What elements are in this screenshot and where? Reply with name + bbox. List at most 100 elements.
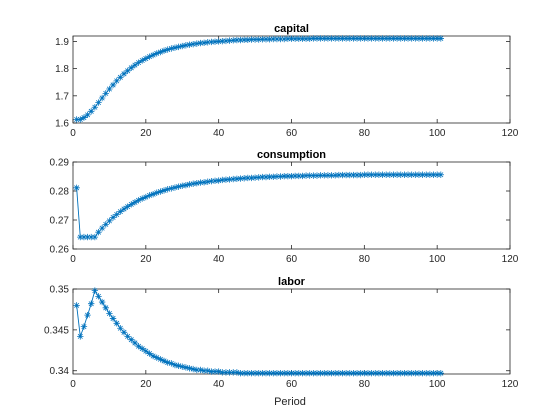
y-tick-label: 0.26 (50, 245, 70, 256)
data-point (230, 175, 237, 183)
data-point (273, 369, 281, 377)
data-point (372, 369, 379, 377)
data-point (382, 35, 390, 42)
data-point (357, 171, 364, 179)
data-point (295, 172, 302, 180)
data-point (73, 116, 80, 123)
data-point (128, 64, 135, 72)
data-point (306, 172, 313, 179)
data-point (189, 40, 197, 48)
data-point (175, 43, 182, 51)
data-point (153, 189, 160, 196)
data-point (255, 174, 262, 181)
data-point (317, 172, 324, 179)
data-point (80, 233, 88, 241)
data-point (160, 357, 168, 365)
data-point (168, 360, 175, 367)
data-point (288, 35, 295, 42)
data-point (364, 369, 372, 377)
data-point (88, 108, 95, 115)
data-point (109, 214, 117, 221)
x-tick-label: 80 (359, 128, 371, 139)
data-point (98, 298, 106, 306)
data-point (273, 173, 281, 180)
x-tick-label: 100 (429, 254, 446, 265)
data-point (273, 35, 281, 43)
data-point (353, 35, 361, 42)
data-point (251, 174, 259, 181)
data-point (149, 352, 157, 360)
x-tick-label: 120 (502, 379, 519, 390)
data-point (397, 171, 404, 178)
data-point (113, 77, 120, 85)
data-point (313, 369, 321, 377)
data-point (375, 35, 383, 42)
data-point (433, 171, 441, 178)
data-point (138, 195, 146, 202)
data-point (179, 363, 186, 370)
data-point (237, 36, 244, 44)
data-point (182, 42, 190, 49)
data-point (168, 185, 175, 192)
data-point (124, 333, 131, 340)
data-point (353, 171, 361, 179)
data-point (393, 35, 401, 42)
data-point (361, 171, 368, 178)
data-point (251, 369, 259, 377)
data-point (284, 173, 292, 180)
data-point (84, 233, 91, 241)
data-point (342, 369, 350, 377)
data-point (138, 345, 146, 352)
data-point (299, 172, 306, 180)
data-point (226, 176, 233, 183)
y-tick-label: 0.27 (50, 216, 70, 227)
data-point (98, 224, 106, 232)
data-point (113, 320, 120, 327)
subplots: capital 0 20 40 60 80 100 120 1.6 1.7 1.8 1.9 consum… (44, 23, 519, 390)
x-tick-label: 0 (70, 254, 76, 265)
data-point (332, 172, 339, 179)
data-point (91, 287, 99, 294)
data-point (270, 35, 277, 43)
data-point (397, 369, 404, 377)
data-point (412, 171, 419, 178)
data-point (146, 192, 153, 199)
data-point (266, 369, 273, 377)
data-point (226, 369, 233, 376)
data-point (102, 221, 109, 228)
data-point (259, 369, 266, 377)
data-point (386, 171, 394, 178)
data-point (179, 182, 186, 189)
data-point (277, 173, 284, 180)
data-point (248, 36, 255, 43)
data-point (419, 369, 426, 377)
data-point (120, 205, 128, 213)
data-point (332, 369, 339, 377)
data-point (288, 369, 295, 377)
x-tick-label: 80 (359, 254, 371, 265)
data-point (386, 369, 394, 377)
data-point (372, 171, 379, 178)
data-point (281, 173, 288, 180)
data-point (262, 173, 270, 181)
y-tick-label: 0.28 (50, 187, 70, 198)
data-point (98, 94, 106, 102)
data-point (350, 35, 357, 42)
data-point (222, 369, 230, 376)
x-tick-label: 120 (502, 128, 519, 139)
data-point (157, 188, 164, 195)
data-point (193, 40, 201, 47)
data-point (131, 61, 139, 69)
data-point (248, 174, 255, 182)
data-point (379, 369, 386, 377)
data-point (324, 172, 332, 179)
axes-box (72, 288, 511, 375)
data-point (146, 53, 153, 60)
subplot-capital: capital 0 20 40 60 80 100 120 1.6 1.7 1.8 1.9 (55, 23, 519, 139)
data-point (142, 55, 150, 62)
data-point (382, 369, 390, 377)
data-point (262, 369, 270, 377)
data-point (401, 35, 408, 42)
data-point (317, 35, 324, 42)
data-point (219, 369, 226, 376)
